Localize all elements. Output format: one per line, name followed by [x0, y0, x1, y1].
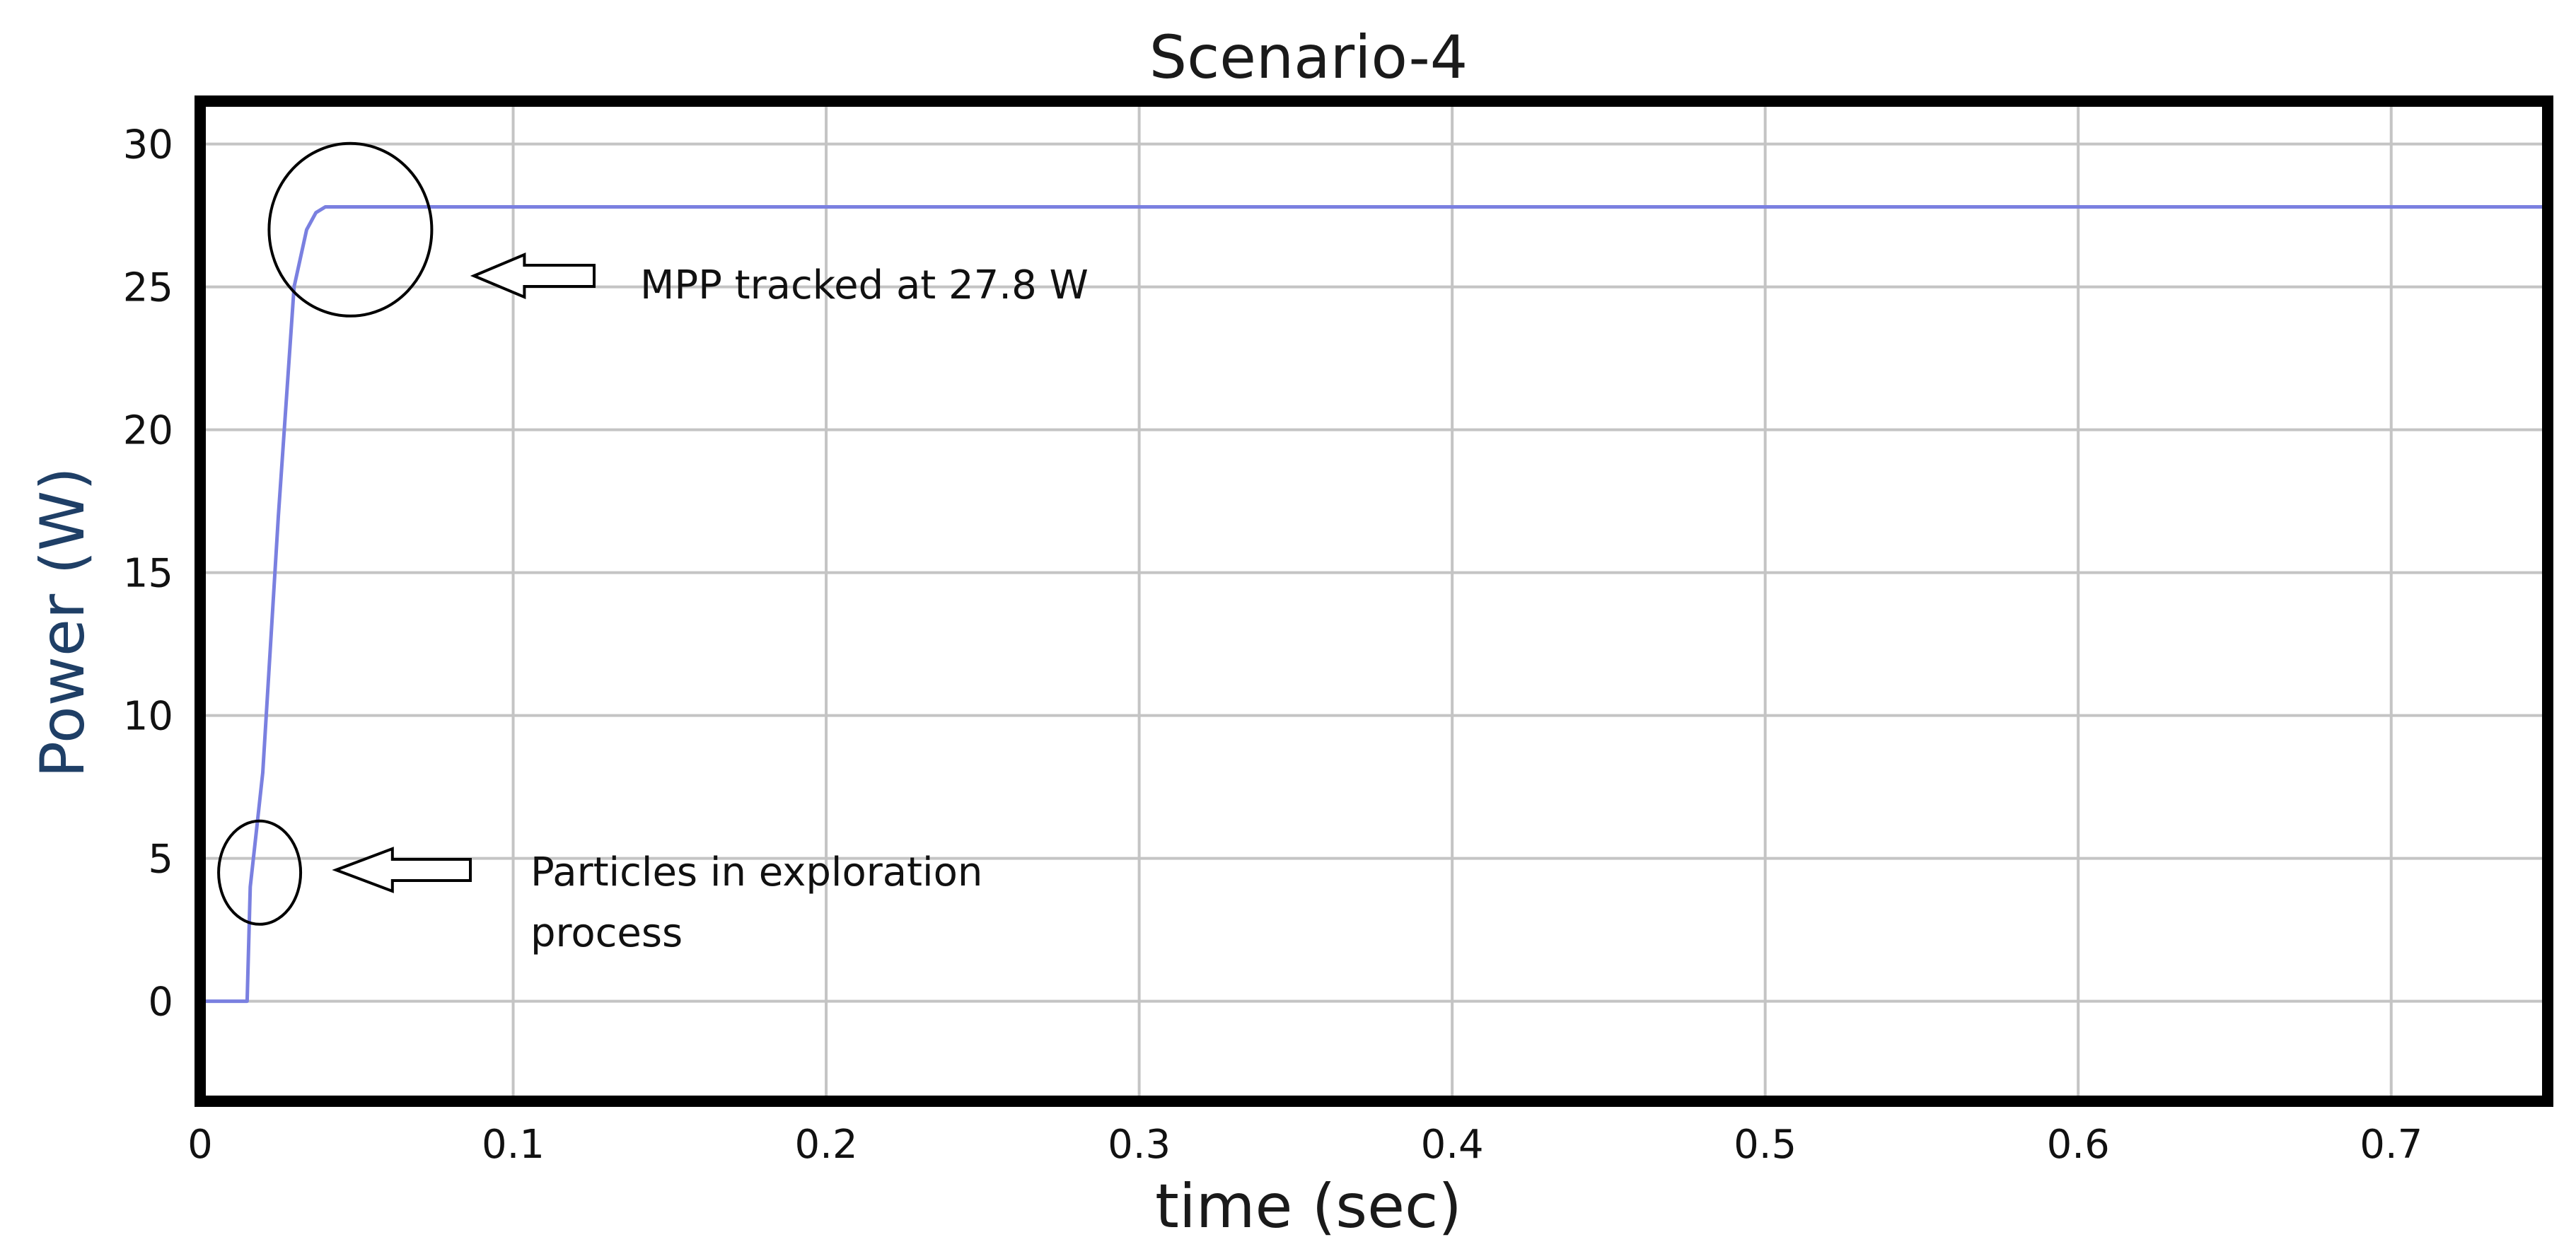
y-tick-label: 5: [148, 837, 173, 883]
grid: [200, 101, 2548, 1101]
callout-arrow: [470, 252, 596, 300]
annotation-text: Particles in exploration process: [530, 849, 982, 956]
x-tick-label: 0.5: [1734, 1122, 1797, 1168]
x-tick-label: 0.3: [1108, 1122, 1171, 1168]
callouts: MPP tracked at 27.8 W Particles in explor…: [217, 141, 1089, 956]
callout-arrow: [332, 847, 472, 893]
callout-circle: [267, 141, 434, 318]
series-layer: [200, 205, 2548, 1004]
callout-circle: [217, 819, 303, 926]
annotation-line: Particles in exploration: [530, 849, 982, 895]
series-line-0: [200, 205, 2548, 1004]
annotation-line: MPP tracked at 27.8 W: [640, 262, 1089, 308]
y-tick-label: 10: [123, 694, 173, 740]
y-tick-label: 15: [123, 551, 173, 597]
x-tick-label: 0.1: [482, 1122, 545, 1168]
y-tick-labels: 0 5 10 15 20 25 30: [123, 122, 173, 1026]
y-axis-label: Power (W): [28, 467, 98, 778]
x-tick-label: 0.6: [2047, 1122, 2110, 1168]
x-tick-label: 0.7: [2360, 1122, 2423, 1168]
x-tick-labels: 0 0.1 0.2 0.3 0.4 0.5 0.6 0.7: [187, 1122, 2423, 1168]
annotation-line: process: [530, 910, 683, 956]
x-tick-label: 0.2: [795, 1122, 858, 1168]
x-axis-label: time (sec): [1155, 1171, 1462, 1242]
plot-frame: [195, 95, 2553, 1107]
y-tick-label: 30: [123, 122, 173, 168]
x-tick-label: 0.4: [1421, 1122, 1484, 1168]
y-tick-label: 20: [123, 408, 173, 454]
x-tick-label: 0: [187, 1122, 213, 1168]
y-tick-label: 0: [148, 980, 173, 1026]
y-tick-label: 25: [123, 265, 173, 311]
annotation-text: MPP tracked at 27.8 W: [640, 262, 1089, 308]
chart-title: Scenario-4: [1149, 23, 1468, 92]
